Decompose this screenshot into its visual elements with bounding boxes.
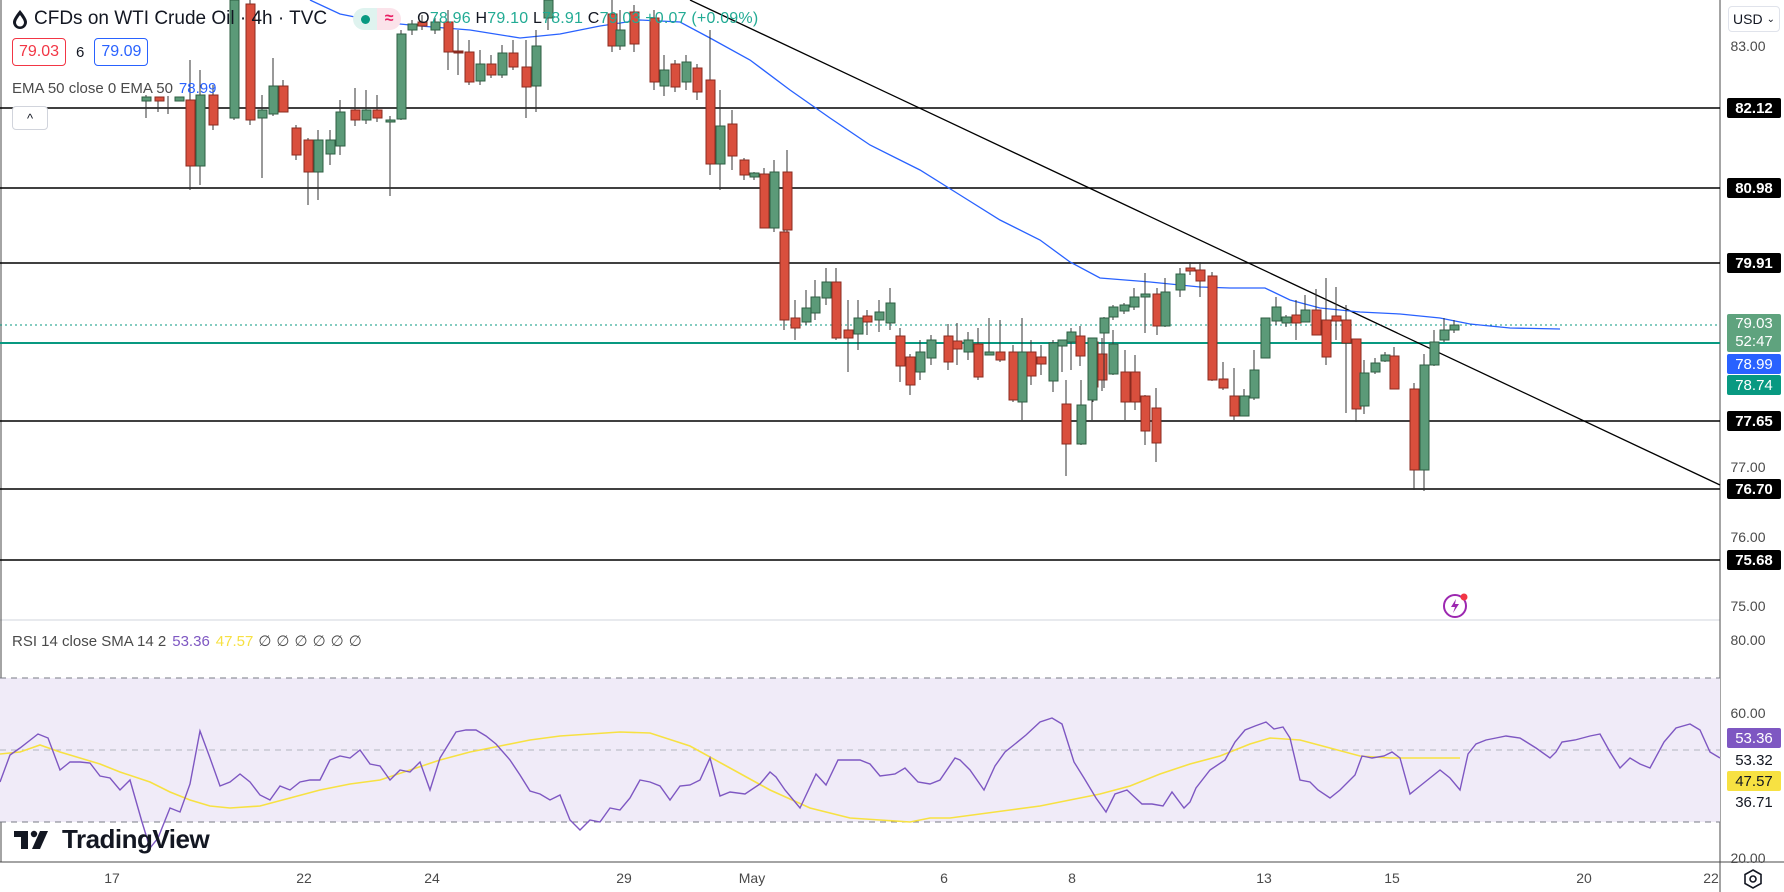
time-label: 24: [424, 870, 440, 886]
ema-legend-label: EMA 50 close 0 EMA 50: [12, 80, 173, 97]
trade-buttons: 79.03 6 79.09: [12, 38, 149, 66]
rsi-legend[interactable]: RSI 14 close SMA 14 2 53.36 47.57 ∅ ∅ ∅ ∅ ∅ ∅: [12, 633, 362, 650]
change-value: +0.07 (+0.09%): [645, 10, 759, 27]
level-tag[interactable]: 82.12: [1727, 98, 1781, 118]
ema50-line: [309, 0, 1561, 330]
rsi-sma-tag: 47.57: [1727, 771, 1781, 791]
symbol-title[interactable]: CFDs on WTI Crude Oil · 4h · TVC: [34, 8, 328, 29]
last-price-value: 79.03: [1735, 315, 1773, 332]
level-tag[interactable]: 75.68: [1727, 550, 1781, 570]
collapse-legend-button[interactable]: ^: [12, 106, 48, 130]
tradingview-logo-icon: [14, 830, 48, 849]
lightning-alert-icon[interactable]: [1441, 590, 1471, 620]
open-value: 78.96: [429, 10, 471, 27]
close-value: 79.03: [599, 10, 641, 27]
currency-label: USD: [1733, 11, 1763, 27]
time-label: May: [738, 870, 766, 886]
time-label: 8: [1068, 870, 1076, 886]
spread-value: 6: [76, 43, 85, 61]
rsi-tick: 60.00: [1730, 705, 1766, 721]
rsi-lower-value: 36.71: [1735, 793, 1773, 811]
rsi-tick: 80.00: [1730, 632, 1766, 648]
price-tick: 83.00: [1730, 38, 1766, 54]
ohlc-values: O78.96 H79.10 L78.91 C79.03 +0.07 (+0.09…: [417, 10, 759, 27]
time-label: 22: [1703, 870, 1719, 886]
bar-countdown: 52:47: [1735, 333, 1773, 350]
market-status[interactable]: ≈: [353, 8, 402, 30]
level-tag[interactable]: 80.98: [1727, 178, 1781, 198]
oil-drop-icon: [13, 10, 27, 29]
ema-price-tag: 78.99: [1727, 354, 1781, 374]
brand-name: TradingView: [62, 824, 210, 854]
price-tick: 75.00: [1730, 598, 1766, 614]
time-label: 29: [616, 870, 632, 886]
green-line-tag[interactable]: 78.74: [1727, 375, 1781, 395]
price-tick: 77.00: [1730, 459, 1766, 475]
level-tag[interactable]: 76.70: [1727, 479, 1781, 499]
settings-gear-icon[interactable]: [1740, 868, 1766, 890]
rsi-value-tag: 53.36: [1727, 728, 1781, 748]
last-price-tag: 79.03 52:47: [1727, 314, 1781, 352]
price-tick: 76.00: [1730, 529, 1766, 545]
time-label: 6: [940, 870, 948, 886]
time-label: 22: [296, 870, 312, 886]
rsi-sma-legend-value: 47.57: [215, 633, 254, 650]
tradingview-logo[interactable]: TradingView: [14, 824, 210, 855]
time-label: 13: [1256, 870, 1272, 886]
rsi-legend-label: RSI 14 close SMA 14 2: [12, 633, 167, 650]
currency-button[interactable]: USD ⌄: [1728, 6, 1780, 32]
rsi-legend-value: 53.36: [172, 633, 210, 650]
chevron-up-icon: ^: [26, 110, 34, 126]
sell-price-button[interactable]: 79.03: [12, 38, 67, 66]
low-value: 78.91: [542, 10, 584, 27]
descending-trendline[interactable]: [689, 0, 1721, 486]
ema-legend[interactable]: EMA 50 close 0 EMA 50 78.99: [12, 80, 216, 97]
symbol-legend[interactable]: CFDs on WTI Crude Oil · 4h · TVC ≈ O78.9…: [12, 8, 758, 30]
candles[interactable]: [141, 0, 1460, 491]
time-label: 17: [104, 870, 120, 886]
rsi-tick: 20.00: [1730, 850, 1766, 866]
market-open-dot-icon[interactable]: [353, 8, 378, 30]
chevron-down-icon: ⌄: [1766, 13, 1775, 25]
rsi-line: [0, 717, 1721, 850]
time-label: 15: [1384, 870, 1400, 886]
time-label: 20: [1576, 870, 1592, 886]
level-tag[interactable]: 77.65: [1727, 411, 1781, 431]
data-delay-icon[interactable]: ≈: [377, 8, 402, 30]
high-value: 79.10: [487, 10, 529, 27]
buy-price-button[interactable]: 79.09: [94, 38, 149, 66]
rsi-upper-value: 53.32: [1735, 751, 1773, 769]
level-tag[interactable]: 79.91: [1727, 253, 1781, 273]
ema-legend-value: 78.99: [178, 80, 217, 97]
